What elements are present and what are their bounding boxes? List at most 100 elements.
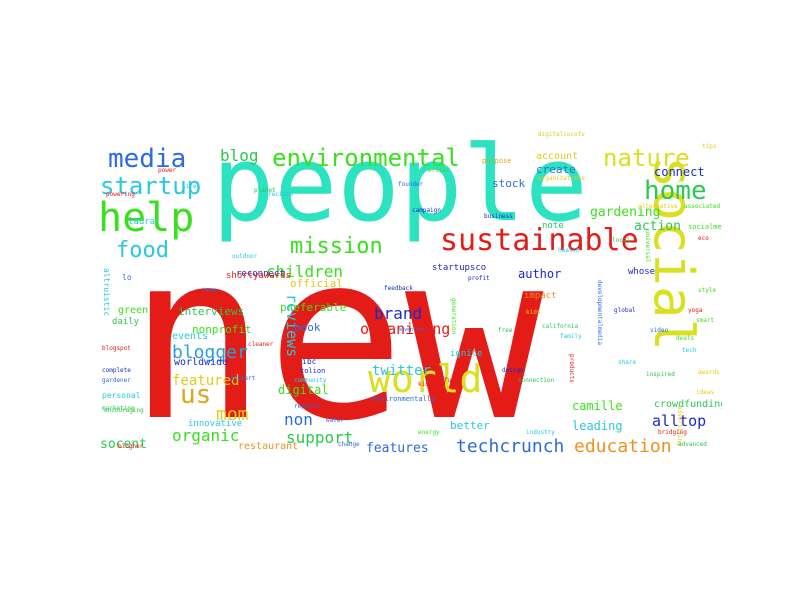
word-altruistic: altruistic [102, 268, 111, 317]
word-environmental: environmental [272, 144, 460, 172]
word-help: help [98, 195, 195, 241]
word-organizing: organizing [360, 320, 451, 338]
word-home: home [644, 176, 707, 206]
word-encouraging: encouraging [104, 407, 144, 414]
word-blogspot: blogspot [102, 345, 131, 352]
word-feedback: feedback [384, 285, 413, 292]
word-powering: powering [106, 191, 135, 198]
word-industry: industry [526, 429, 555, 436]
word-blogher: blogher [118, 443, 144, 450]
word-change: change [338, 441, 360, 448]
word-inspired: inspired [646, 371, 675, 378]
word-world: world [368, 357, 483, 401]
word-developmentalmedia: developmentalmedia [596, 280, 603, 346]
word-preferable: preferable [280, 301, 347, 314]
word-energy: energy [418, 429, 440, 436]
word-nonprofit: nonprofit [192, 323, 252, 336]
word-mission: mission [290, 234, 383, 259]
word-featured: featured [172, 373, 240, 389]
word-impact: impact [524, 291, 557, 301]
word-people: people [212, 128, 588, 245]
word-gardener: gardener [102, 377, 131, 384]
word-writer: writer [428, 167, 450, 174]
word-children: children [266, 262, 344, 281]
word-cloud: new people social sustainable help world envir… [98, 128, 722, 472]
word-worldwide: worldwide [174, 357, 229, 368]
word-reports: reports [294, 403, 320, 410]
word-startupsco: startupsco [432, 263, 487, 273]
word-leading: leading [572, 419, 623, 433]
word-blogger: blogger [172, 342, 248, 363]
word-campaign: campaign [412, 207, 441, 214]
word-green: green [118, 305, 149, 316]
word-gardening: gardening [590, 205, 661, 220]
word-startup: startup [100, 172, 202, 200]
word-tolion: tolion [300, 367, 326, 375]
word-awards: awards [698, 369, 720, 376]
word-water: water [326, 417, 345, 424]
word-nature: nature [603, 144, 690, 172]
word-features: features [366, 441, 429, 456]
word-techcrunch: techcrunch [456, 436, 565, 457]
word-digital: digital [278, 383, 329, 397]
word-smart: smart [696, 317, 715, 324]
word-personal: personal [102, 391, 141, 400]
word-fund: fund [444, 377, 459, 384]
word-reconnect: reconnect [236, 269, 285, 279]
word-education: education [574, 436, 672, 457]
word-outdoor: outdoor [232, 253, 258, 260]
word-local: local [612, 237, 631, 244]
word-free: free [498, 327, 513, 334]
word-health: health [558, 247, 580, 254]
word-tech: tech [682, 347, 697, 354]
word-laura: laura [128, 217, 156, 227]
word-mom: mom [216, 404, 249, 425]
word-planet: planet [254, 187, 276, 194]
word-organizations: organizations [538, 175, 585, 182]
word-stock: stock [492, 177, 526, 190]
word-sustainable: sustainable [440, 223, 639, 258]
word-shortyawards: shortyawards [226, 271, 292, 281]
word-camille: camille [572, 399, 623, 413]
word-eco: eco [698, 235, 709, 242]
word-marketing: marketing [102, 405, 135, 412]
word-note: note [542, 221, 564, 231]
word-kids: kids [526, 309, 541, 316]
word-twitter: twitter [372, 363, 432, 379]
word-digitalcocotv: digitalcocotv [538, 131, 585, 138]
word-generation: generation [450, 298, 457, 335]
word-community: community [294, 377, 327, 384]
word-support: support [286, 428, 354, 447]
word-yoga: yoga [688, 307, 703, 314]
word-profit: profit [468, 275, 490, 282]
word-california: california [542, 323, 579, 330]
word-dessert: dessert [230, 375, 256, 382]
word-adventure: adventure [398, 327, 426, 333]
word-global: global [614, 307, 636, 314]
word-kid: kid [418, 381, 429, 388]
word-video: video [650, 327, 669, 334]
word-restaurant: restaurant [238, 441, 299, 452]
word-action: action [634, 219, 681, 234]
word-create: create [536, 163, 576, 176]
word-team: team [202, 287, 217, 294]
word-interviews: interviews [178, 305, 245, 318]
word-family: family [560, 333, 582, 340]
word-socent: socent [100, 437, 147, 452]
word-organic: organic [172, 426, 240, 445]
word-official: official [290, 277, 343, 290]
word-socialmedia: socialmedia [688, 223, 722, 231]
word-lo: lo [122, 273, 132, 282]
word-purpose: purpose [482, 157, 512, 165]
word-new: new [128, 205, 544, 472]
word-connect: connect [654, 165, 705, 179]
word-alltop: alltop [652, 412, 707, 430]
word-advertising: advertising [676, 406, 683, 446]
word-media: media [108, 144, 187, 174]
word-non: non [284, 410, 313, 429]
word-connection: connection [518, 377, 555, 384]
word-crowdfunding: crowdfunding [654, 399, 722, 410]
word-innovative: innovative [188, 419, 243, 429]
word-us: us [180, 380, 212, 410]
word-food: food [116, 238, 169, 263]
